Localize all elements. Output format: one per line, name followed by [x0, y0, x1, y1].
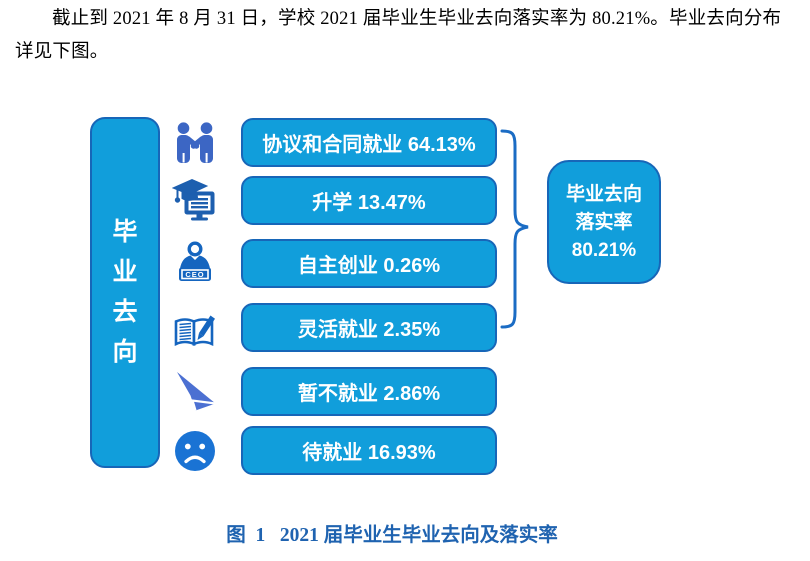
graduation-destination-category-box: 毕 业 去 向 — [90, 117, 160, 468]
summary-value: 80.21% — [571, 239, 637, 261]
brace-bracket — [500, 129, 529, 329]
category-char: 业 — [112, 258, 138, 286]
ceo-badge-label: CEO — [185, 270, 204, 279]
destination-bar-agreement-employment: 协议和合同就业 64.13% — [241, 118, 497, 167]
sad-face-icon — [175, 431, 215, 471]
bar-label: 自主创业 0.26% — [297, 255, 441, 277]
book-pencil-icon — [174, 315, 215, 346]
destination-bar-further-study: 升学 13.47% — [241, 176, 497, 225]
destination-bar-self-employment: 自主创业 0.26% — [241, 239, 497, 288]
bar-label: 待就业 16.93% — [302, 442, 436, 464]
category-char: 去 — [112, 298, 138, 326]
graduation-study-icon — [172, 178, 215, 221]
category-char: 毕 — [112, 218, 138, 246]
figure-caption: 图 1 2021 届毕业生毕业去向及落实率 — [226, 525, 558, 546]
paper-plane-icon — [177, 372, 216, 411]
bar-label: 协议和合同就业 64.13% — [262, 134, 476, 156]
handshake-icon — [177, 122, 213, 163]
ceo-badge-icon: CEO — [179, 241, 211, 281]
intro-paragraph: 截止到 2021 年 8 月 31 日，学校 2021 届毕业生毕业去向落实率为… — [15, 9, 782, 62]
category-char: 向 — [112, 338, 138, 366]
destination-bar-awaiting-employment: 待就业 16.93% — [241, 426, 497, 475]
bar-label: 升学 13.47% — [312, 192, 426, 214]
implementation-rate-box: 毕业去向 落实率 80.21% — [547, 160, 661, 284]
destination-bar-not-employed-yet: 暂不就业 2.86% — [241, 367, 497, 416]
bar-label: 暂不就业 2.86% — [297, 383, 441, 405]
destination-bar-flexible-employment: 灵活就业 2.35% — [241, 303, 497, 352]
summary-line: 毕业去向 — [565, 183, 642, 205]
bar-label: 灵活就业 2.35% — [297, 319, 441, 341]
summary-line: 落实率 — [575, 211, 633, 233]
